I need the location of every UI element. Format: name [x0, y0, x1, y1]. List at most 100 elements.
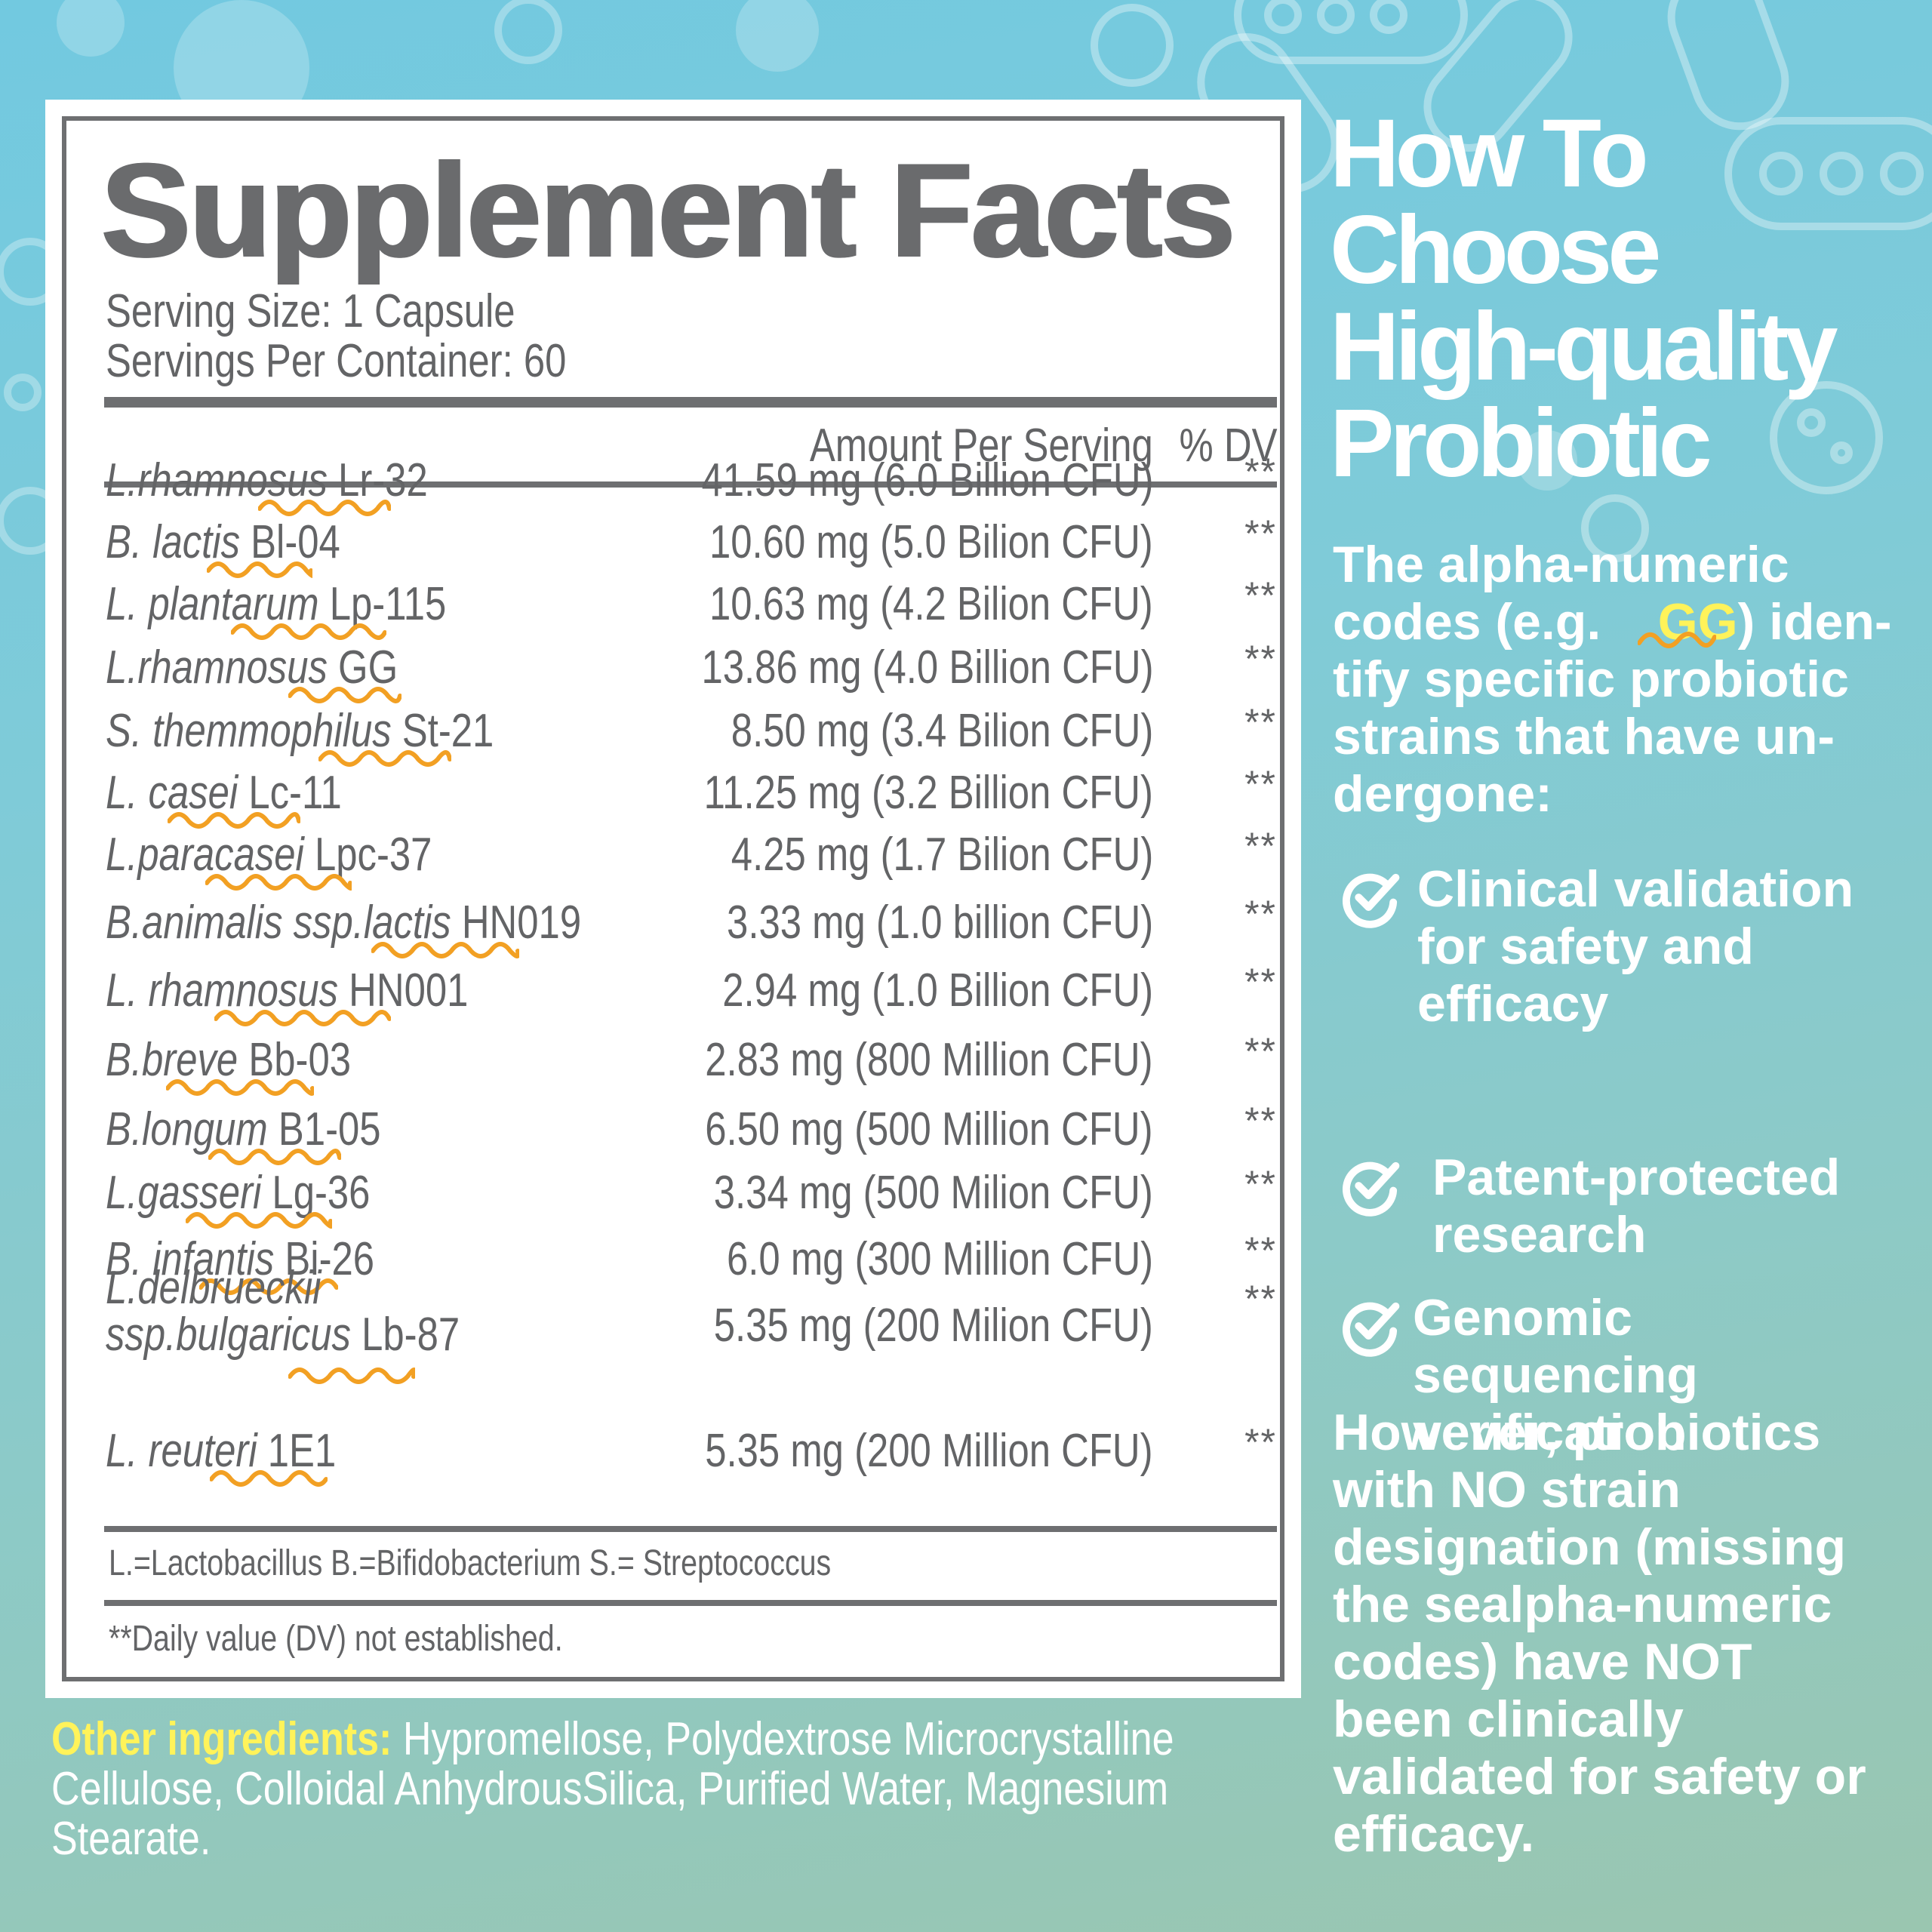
strain-code: 1E1: [267, 1425, 337, 1477]
species-name: L.rhamnosus: [106, 454, 328, 506]
check-line: sequencing: [1413, 1346, 1698, 1404]
warning-line: designation (missing: [1333, 1518, 1847, 1576]
daily-value-footnote: **Daily value (DV) not established.: [109, 1619, 563, 1659]
strain-code: B1-05: [278, 1103, 381, 1155]
ingredient-name: L.gasseri Lg-36: [106, 1170, 370, 1217]
ingredient-name: S. themmophilus St-21: [106, 708, 494, 755]
serving-size: Serving Size: 1 Capsule: [106, 285, 515, 337]
ingredient-name: L.rhamnosus GG: [106, 645, 398, 691]
divider-footer: [104, 1526, 1277, 1532]
ingredient-amount: 3.33 mg (1.0 billion CFU): [726, 897, 1153, 949]
ingredient-row: L.gasseri Lg-36 3.34 mg (500 Milion CFU) *…: [66, 1165, 1280, 1230]
ingredient-dv: **: [1244, 512, 1277, 555]
ingredient-row: B. lactis Bl-04 10.60 mg (5.0 Bilion CFU)…: [66, 515, 1280, 580]
ingredient-amount: 2.94 mg (1.0 Billion CFU): [722, 964, 1153, 1017]
strain-code: HN001: [349, 964, 469, 1017]
ingredient-row: B.animalis ssp.lactis HN019 3.33 mg (1.0 …: [66, 895, 1280, 960]
guide-intro-line: The alpha-numeric: [1333, 536, 1789, 593]
ingredient-dv: **: [1244, 825, 1277, 867]
warning-line: the sealpha-numeric: [1333, 1576, 1832, 1633]
warning-line: with NO strain: [1333, 1461, 1681, 1518]
ingredient-dv: **: [1244, 1163, 1277, 1205]
warning-paragraph: However, probiotics with NO strain desig…: [1333, 1404, 1866, 1863]
ingredient-row: B.longum B1-05 6.50 mg (500 Million CFU) *…: [66, 1102, 1280, 1167]
ingredient-dv: **: [1244, 1421, 1277, 1463]
column-amount-header: Amount Per Serving: [810, 420, 1153, 472]
divider-footnote: [104, 1600, 1277, 1606]
strain-code: HN019: [461, 897, 582, 949]
strain-squiggle: [210, 1470, 328, 1487]
strain-code: Bl-04: [251, 516, 340, 568]
ingredient-amount: 2.83 mg (800 Million CFU): [705, 1034, 1153, 1086]
ingredient-row: L.delbrueckii ssp.bulgaricus Lb-87 5.35 mg…: [66, 1265, 1280, 1386]
strain-squiggle: [166, 1079, 314, 1096]
strain-squiggle: [168, 812, 300, 829]
species-name: L.rhamnosus: [106, 641, 328, 694]
check-circle-icon: [1342, 873, 1400, 928]
other-ingredients: Other ingredients: Hypromellose, Polydex…: [51, 1715, 1289, 1864]
ingredient-dv: **: [1244, 893, 1277, 935]
ingredient-row: L.paracasei Lpc-37 4.25 mg (1.7 Bilion CF…: [66, 827, 1280, 892]
ingredient-row: B. infantis Bi-26 6.0 mg (300 Million CFU…: [66, 1232, 1280, 1297]
species-name: L. rhamnosus: [106, 964, 339, 1017]
ingredient-amount: 6.50 mg (500 Million CFU): [705, 1103, 1153, 1155]
warning-line: codes) have NOT: [1333, 1633, 1752, 1690]
ingredient-dv: **: [1244, 1229, 1277, 1272]
ingredient-dv: **: [1244, 638, 1277, 680]
strain-code: Lg-36: [272, 1167, 371, 1219]
check-line: research: [1432, 1206, 1647, 1263]
strain-squiggle: [258, 500, 391, 516]
ingredient-amount: 13.86 mg (4.0 Billion CFU): [700, 641, 1153, 694]
ingredient-dv: **: [1244, 763, 1277, 805]
ingredient-row: L. casei Lc-11 11.25 mg (3.2 Billion CFU)…: [66, 765, 1280, 830]
servings-per-container: Servings Per Container: 60: [106, 335, 567, 387]
facts-title: Supplement Facts: [101, 135, 1235, 285]
guide-intro-line: strains that have un-: [1333, 708, 1835, 765]
ingredient-dv: **: [1244, 574, 1277, 617]
guide-intro-line: tify specific probiotic: [1333, 651, 1849, 708]
other-ingredients-line-1: Hypromellose, Polydextrose Microcrystall…: [402, 1713, 1174, 1765]
guide-title-line: How To: [1330, 100, 1649, 208]
ingredient-amount: 11.25 mg (3.2 Billion CFU): [703, 767, 1153, 819]
guide-intro: The alpha-numeric codes (e.g. GG) iden- …: [1333, 536, 1892, 823]
divider-thick: [104, 397, 1277, 408]
guide-title-line: Choose: [1330, 196, 1661, 304]
guide-title-line: Probiotic: [1330, 389, 1712, 497]
ingredient-dv: **: [1244, 961, 1277, 1003]
check-circle-icon: [1342, 1302, 1400, 1357]
ingredient-amount: 10.63 mg (4.2 Bilion CFU): [709, 578, 1153, 630]
strain-code: Bi-26: [285, 1233, 375, 1285]
species-name: B. lactis: [106, 516, 240, 568]
strain-code: Bb-03: [248, 1034, 352, 1086]
ingredient-amount: 41.59 mg (6.0 Billion CFU): [700, 454, 1153, 506]
check-line: verification: [1413, 1404, 1687, 1461]
guide-intro-text: codes (e.g.: [1333, 593, 1616, 651]
species-name: B.longum: [106, 1103, 268, 1155]
strain-squiggle: [318, 750, 451, 767]
ingredient-name: B. lactis Bl-04: [106, 519, 340, 566]
supplement-facts-panel: Supplement Facts Serving Size: 1 Capsule…: [45, 100, 1301, 1698]
strain-code: GG: [338, 641, 398, 694]
strain-code: Lb-87: [361, 1309, 460, 1361]
ingredient-amount: 4.25 mg (1.7 Bilion CFU): [731, 829, 1153, 881]
other-ingredients-label: Other ingredients:: [51, 1713, 392, 1765]
ingredient-amount: 5.35 mg (200 Milion CFU): [713, 1300, 1153, 1352]
strain-squiggle: [186, 1212, 332, 1229]
strain-squiggle: [199, 1278, 338, 1295]
check-text-genomic: Genomic sequencing verification: [1413, 1289, 1698, 1461]
ingredient-amount: 8.50 mg (3.4 Bilion CFU): [731, 705, 1153, 757]
check-line: efficacy: [1417, 975, 1609, 1032]
check-line: Clinical validation: [1417, 860, 1854, 918]
strain-squiggle: [231, 623, 386, 640]
ingredient-name: L. rhamnosus HN001: [106, 968, 468, 1014]
warning-line: been clinically: [1333, 1690, 1684, 1748]
ingredient-dv: **: [1244, 1030, 1277, 1072]
strain-code: Lp-115: [329, 578, 447, 630]
ingredient-name: L. plantarum Lp-115: [106, 581, 446, 628]
ingredient-dv: **: [1244, 1100, 1277, 1142]
guide-intro-text: ) iden-: [1737, 593, 1892, 651]
ingredient-name: B. infantis Bi-26: [106, 1236, 374, 1283]
strain-squiggle: [205, 874, 352, 891]
guide-title: How To Choose High-quality Probiotic: [1330, 106, 1918, 492]
ingredient-name: B.breve Bb-03: [106, 1037, 351, 1084]
